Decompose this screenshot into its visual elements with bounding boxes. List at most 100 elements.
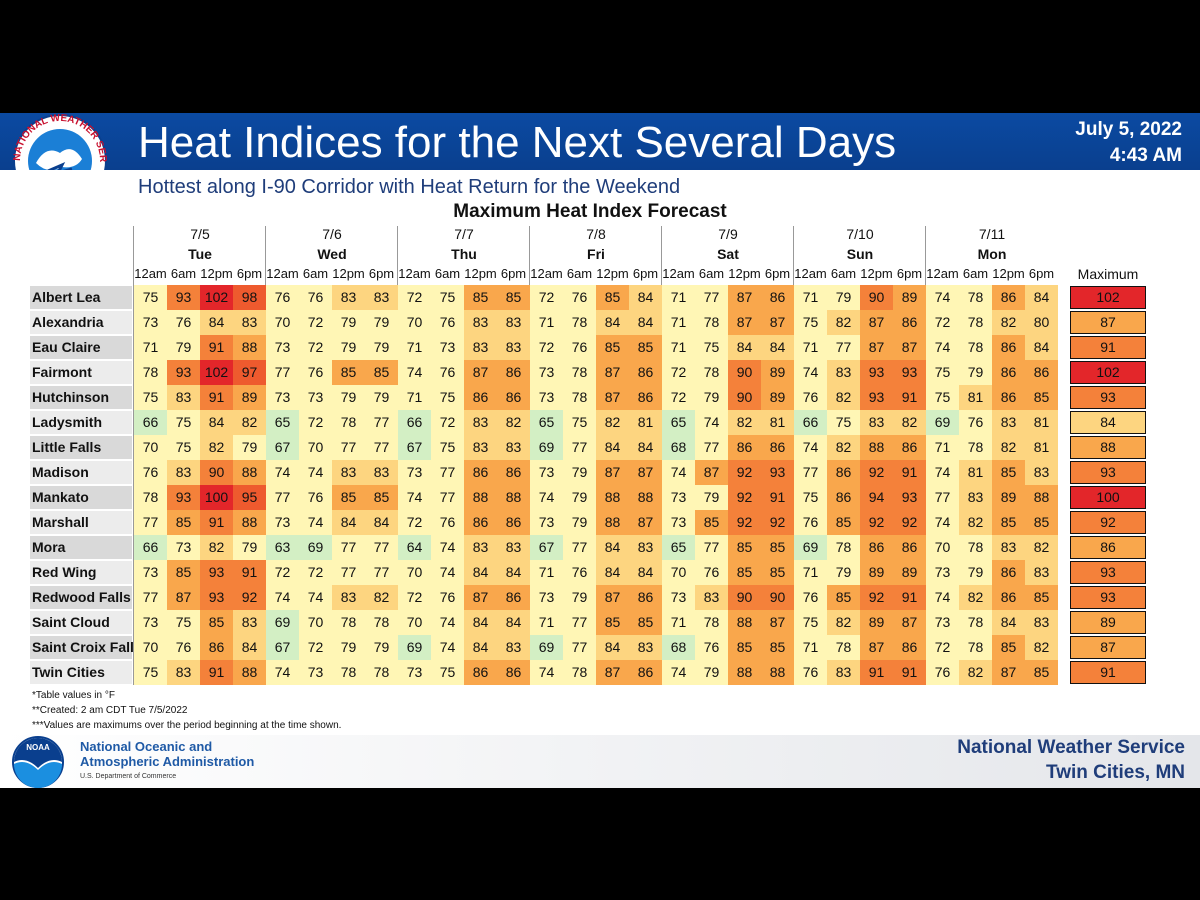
heat-cell: 76: [695, 635, 728, 660]
heat-cell: 86: [893, 435, 926, 460]
heat-cell: 85: [629, 610, 662, 635]
heat-cell: 84: [332, 510, 365, 535]
heat-cell: 85: [167, 510, 200, 535]
time-label: 12pm: [992, 266, 1025, 281]
heat-cell: 93: [761, 460, 794, 485]
heat-cell: 92: [728, 460, 761, 485]
heat-cell: 77: [695, 435, 728, 460]
heat-cell: 74: [266, 460, 299, 485]
heat-cell: 74: [530, 485, 563, 510]
heat-cell: 78: [695, 310, 728, 335]
heat-cell: 83: [332, 585, 365, 610]
heat-cell: 66: [134, 410, 167, 435]
heat-cell: 82: [827, 385, 860, 410]
heat-cell: 76: [563, 335, 596, 360]
heat-cell: 85: [497, 285, 530, 310]
heat-cell: 84: [200, 410, 233, 435]
heat-cell: 83: [827, 660, 860, 685]
heat-cell: 85: [629, 335, 662, 360]
heat-cell: 86: [464, 385, 497, 410]
heat-cell: 75: [431, 285, 464, 310]
heat-cell: 77: [134, 510, 167, 535]
heat-cell: 75: [134, 660, 167, 685]
heat-cell: 78: [563, 310, 596, 335]
heat-cell: 74: [926, 585, 959, 610]
heat-cell: 88: [728, 660, 761, 685]
heat-cell: 83: [992, 410, 1025, 435]
heat-cell: 84: [596, 535, 629, 560]
time-label: 6pm: [500, 266, 527, 281]
heat-cell: 72: [530, 285, 563, 310]
heat-cell: 77: [332, 560, 365, 585]
heat-cell: 77: [266, 360, 299, 385]
heat-cell: 73: [134, 610, 167, 635]
heat-cell: 82: [365, 585, 398, 610]
heat-cell: 82: [959, 585, 992, 610]
heat-cell: 74: [662, 660, 695, 685]
title: Heat Indices for the Next Several Days: [138, 118, 897, 167]
heat-cell: 78: [332, 410, 365, 435]
max-cell: 86: [1070, 536, 1146, 559]
time-label: 6am: [962, 266, 989, 281]
heat-cell: 78: [365, 610, 398, 635]
day-date: 7/9: [718, 226, 738, 242]
heat-cell: 85: [167, 560, 200, 585]
heat-cell: 74: [266, 585, 299, 610]
heat-cell: 82: [992, 435, 1025, 460]
heat-cell: 71: [134, 335, 167, 360]
heat-cell: 88: [761, 660, 794, 685]
heat-cell: 70: [662, 560, 695, 585]
heat-cell: 73: [926, 610, 959, 635]
heat-cell: 79: [563, 460, 596, 485]
day-date: 7/7: [454, 226, 474, 242]
heat-cell: 79: [695, 485, 728, 510]
heat-cell: 78: [134, 485, 167, 510]
heat-cell: 85: [365, 485, 398, 510]
heat-cell: 74: [299, 460, 332, 485]
max-cell: 91: [1070, 336, 1146, 359]
time-label: 12am: [134, 266, 167, 281]
time-label: 12pm: [464, 266, 497, 281]
heat-cell: 93: [200, 560, 233, 585]
heat-cell: 74: [266, 660, 299, 685]
day-divider: [133, 226, 134, 685]
heat-cell: 83: [365, 460, 398, 485]
heat-cell: 77: [563, 435, 596, 460]
heat-cell: 84: [1025, 285, 1058, 310]
heat-cell: 85: [200, 610, 233, 635]
heat-cell: 82: [959, 660, 992, 685]
max-cell: 93: [1070, 386, 1146, 409]
heat-cell: 87: [860, 310, 893, 335]
heat-cell: 83: [695, 585, 728, 610]
time-label: 6pm: [1028, 266, 1055, 281]
heat-cell: 88: [233, 335, 266, 360]
heat-cell: 74: [299, 510, 332, 535]
heat-cell: 93: [860, 385, 893, 410]
heat-cell: 85: [695, 510, 728, 535]
heat-cell: 90: [728, 385, 761, 410]
heat-cell: 93: [167, 485, 200, 510]
heat-cell: 83: [332, 285, 365, 310]
heat-cell: 79: [365, 635, 398, 660]
heat-cell: 70: [398, 560, 431, 585]
heat-cell: 79: [563, 485, 596, 510]
heat-cell: 91: [761, 485, 794, 510]
time-label: 6pm: [764, 266, 791, 281]
heat-cell: 85: [827, 510, 860, 535]
heat-cell: 74: [662, 460, 695, 485]
heat-cell: 85: [1025, 385, 1058, 410]
heat-cell: 87: [629, 460, 662, 485]
heat-cell: 75: [794, 310, 827, 335]
time-label: 6am: [566, 266, 593, 281]
heat-cell: 89: [233, 385, 266, 410]
row-name: Red Wing: [30, 561, 132, 584]
heat-cell: 82: [728, 410, 761, 435]
heat-cell: 82: [959, 510, 992, 535]
heat-cell: 84: [992, 610, 1025, 635]
heat-cell: 91: [200, 660, 233, 685]
heat-cell: 79: [332, 335, 365, 360]
heat-cell: 65: [530, 410, 563, 435]
heat-cell: 76: [431, 360, 464, 385]
heat-cell: 90: [728, 585, 761, 610]
heat-cell: 92: [728, 485, 761, 510]
